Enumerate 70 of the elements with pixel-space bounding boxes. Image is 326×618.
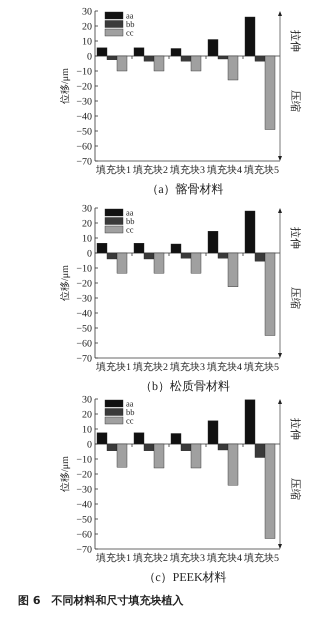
y-tick-label: 0 xyxy=(87,248,92,260)
text: （a）髂骨材料 xyxy=(146,182,224,196)
y-tick-label: 30 xyxy=(82,204,92,214)
legend-label: aa xyxy=(126,398,134,408)
y-axis-title: 位移/μm xyxy=(59,264,71,301)
x-tick-label: 填充块2 xyxy=(132,164,168,176)
y-tick-label: −60 xyxy=(76,142,92,152)
y-tick-label: −50 xyxy=(76,126,92,138)
y-tick-label: −20 xyxy=(76,82,92,92)
legend-label: aa xyxy=(126,208,134,218)
legend-label: bb xyxy=(126,407,134,417)
y-axis-title: 位移/μm xyxy=(59,456,71,492)
text: 拉伸 xyxy=(289,227,301,249)
y-tick-label: 10 xyxy=(82,424,92,436)
y-axis-title: 位移/μm xyxy=(59,68,71,104)
y-tick-label: 20 xyxy=(82,22,92,32)
text: 压缩 xyxy=(289,478,302,500)
y-tick-label: −70 xyxy=(76,354,92,364)
y-tick-label: −70 xyxy=(76,156,92,168)
text: 拉伸 xyxy=(289,30,301,52)
x-tick-label: 填充块5 xyxy=(243,164,279,176)
text: 压缩 xyxy=(289,287,302,309)
legend-label: cc xyxy=(126,28,134,38)
y-tick-label: −30 xyxy=(76,294,92,304)
y-tick-label: −40 xyxy=(76,308,92,320)
x-tick-label: 填充块1 xyxy=(95,164,131,176)
x-tick-label: 填充块4 xyxy=(206,361,242,373)
y-tick-label: 20 xyxy=(82,410,92,420)
legend-label: bb xyxy=(126,19,134,29)
y-tick-label: −60 xyxy=(76,530,92,540)
y-tick-label: −40 xyxy=(76,112,92,122)
y-tick-label: 10 xyxy=(82,234,92,244)
x-tick-label: 填充块3 xyxy=(169,361,205,373)
x-tick-label: 填充块1 xyxy=(95,552,131,564)
x-tick-label: 填充块5 xyxy=(243,552,279,564)
legend-label: bb xyxy=(126,216,134,226)
y-tick-label: 30 xyxy=(82,394,92,406)
text: 拉伸 xyxy=(289,418,301,440)
x-tick-label: 填充块5 xyxy=(243,361,279,373)
legend-label: cc xyxy=(126,224,134,234)
y-tick-label: −20 xyxy=(76,470,92,480)
y-tick-label: 0 xyxy=(87,52,92,62)
text: 压缩 xyxy=(289,90,302,112)
y-tick-label: −10 xyxy=(76,454,92,466)
y-tick-label: −30 xyxy=(76,484,92,496)
caption: 图 6 不同材料和尺寸填充块植入 xyxy=(18,594,184,607)
x-tick-label: 填充块3 xyxy=(169,552,205,564)
x-tick-label: 填充块4 xyxy=(206,164,242,176)
x-tick-label: 填充块2 xyxy=(132,361,168,373)
y-tick-label: −50 xyxy=(76,514,92,526)
x-tick-label: 填充块3 xyxy=(169,164,205,176)
text: （b）松质骨材料 xyxy=(140,379,230,393)
legend-label: cc xyxy=(126,416,134,426)
y-tick-label: 30 xyxy=(82,6,92,18)
y-tick-label: −10 xyxy=(76,66,92,78)
text: （c）PEEK材料 xyxy=(143,570,227,584)
x-tick-label: 填充块4 xyxy=(206,552,242,564)
y-tick-label: −60 xyxy=(76,338,92,350)
legend-label: aa xyxy=(126,10,134,20)
y-tick-label: −30 xyxy=(76,96,92,108)
y-tick-label: 10 xyxy=(82,36,92,48)
y-tick-label: −70 xyxy=(76,544,92,556)
y-tick-label: −50 xyxy=(76,324,92,334)
y-tick-label: −10 xyxy=(76,264,92,274)
y-tick-label: −20 xyxy=(76,278,92,290)
x-tick-label: 填充块2 xyxy=(132,552,168,564)
y-tick-label: −40 xyxy=(76,500,92,510)
y-tick-label: 20 xyxy=(82,218,92,230)
x-tick-label: 填充块1 xyxy=(95,361,131,373)
y-tick-label: 0 xyxy=(87,440,92,450)
